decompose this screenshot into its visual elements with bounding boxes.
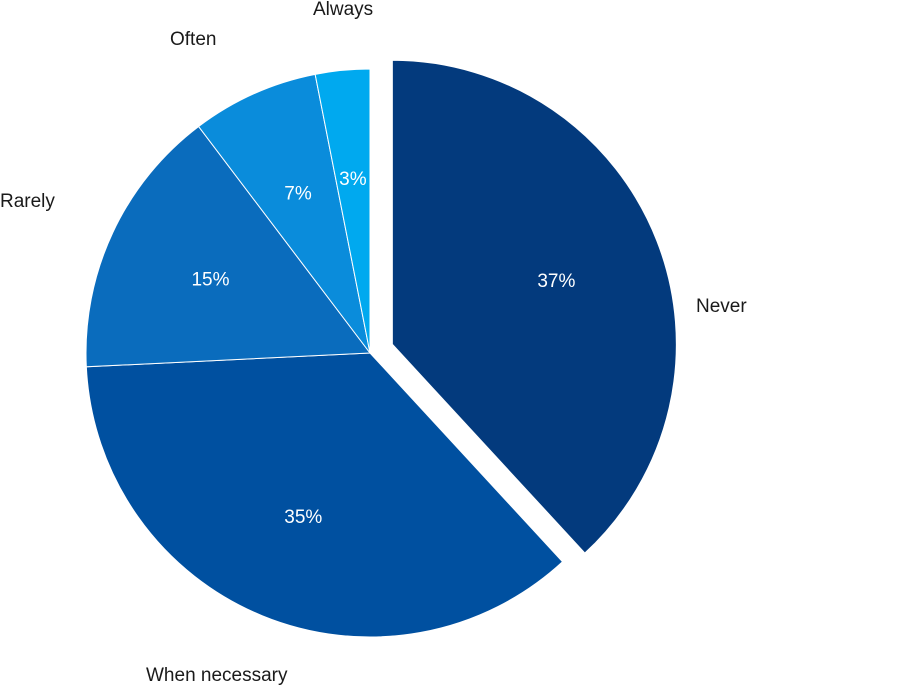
pie-category-label: When necessary — [146, 665, 288, 686]
pie-category-label: Always — [313, 0, 373, 20]
pie-category-label: Rarely — [0, 191, 55, 212]
pie-value-label: 15% — [191, 269, 229, 290]
pie-category-label: Often — [170, 29, 216, 50]
pie-slice-when-necessary — [85, 352, 564, 638]
pie-value-label: 35% — [284, 507, 322, 528]
pie-slice-often — [197, 73, 371, 354]
pie-value-label: 3% — [339, 169, 367, 190]
pie-value-label: 7% — [284, 183, 312, 204]
pie-slice-never — [391, 59, 677, 554]
pie-slice-rarely — [85, 125, 371, 368]
pie-category-label: Never — [696, 296, 747, 317]
pie-value-label: 37% — [537, 271, 575, 292]
pie-slice-always — [314, 68, 371, 354]
